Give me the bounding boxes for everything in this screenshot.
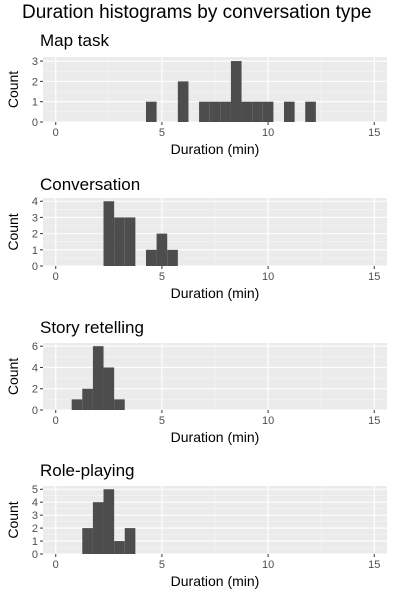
histogram-bar <box>103 201 115 266</box>
x-axis-title: Duration (min) <box>171 285 260 301</box>
histogram-bar <box>103 489 115 554</box>
histogram-bar <box>145 101 157 122</box>
x-tick-label: 5 <box>159 415 165 427</box>
histogram-bar <box>177 81 189 122</box>
histogram-bar <box>92 502 104 554</box>
x-tick-label: 10 <box>262 271 274 283</box>
x-tick-label: 10 <box>262 415 274 427</box>
histogram-bar <box>209 101 221 122</box>
chart-title: Duration histograms by conversation type <box>22 2 372 23</box>
histogram-bar <box>145 249 157 266</box>
y-axis-title: Count <box>5 213 21 250</box>
histogram-bar <box>82 388 93 410</box>
histogram-bar <box>167 249 178 266</box>
y-tick-label: 1 <box>32 97 38 109</box>
panel-title: Conversation <box>40 175 140 194</box>
y-tick-label: 4 <box>32 362 38 374</box>
histogram-bar <box>220 101 231 122</box>
histogram-bar <box>230 61 242 122</box>
y-tick-label: 0 <box>32 261 38 273</box>
panel-title: Map task <box>40 31 109 50</box>
y-tick-label: 2 <box>32 384 38 396</box>
histogram-bar <box>156 233 168 266</box>
histogram-bar <box>114 541 125 554</box>
y-axis-title: Count <box>5 71 21 108</box>
y-tick-label: 3 <box>32 212 38 224</box>
x-tick-label: 10 <box>262 559 274 571</box>
y-tick-label: 2 <box>32 76 38 88</box>
y-tick-label: 4 <box>32 196 38 208</box>
x-tick-label: 5 <box>159 271 165 283</box>
histogram-bar <box>103 367 115 410</box>
histogram-bar <box>114 399 125 410</box>
x-tick-label: 5 <box>159 127 165 139</box>
x-tick-label: 0 <box>53 127 59 139</box>
y-tick-label: 1 <box>32 245 38 257</box>
y-tick-label: 0 <box>32 405 38 417</box>
x-tick-label: 10 <box>262 127 274 139</box>
x-tick-label: 0 <box>53 271 59 283</box>
histogram-bar <box>305 101 316 122</box>
histogram-bar <box>284 101 295 122</box>
x-tick-label: 5 <box>159 559 165 571</box>
x-tick-label: 0 <box>53 415 59 427</box>
y-axis-title: Count <box>5 358 21 395</box>
x-axis-title: Duration (min) <box>171 141 260 157</box>
x-axis-title: Duration (min) <box>171 429 260 445</box>
histogram-bar <box>71 399 83 410</box>
x-axis-title: Duration (min) <box>171 573 260 589</box>
histogram-bar <box>92 346 104 410</box>
x-tick-label: 15 <box>368 559 380 571</box>
y-axis-title: Count <box>5 501 21 538</box>
y-tick-label: 3 <box>32 56 38 68</box>
histogram-bar <box>124 528 136 554</box>
histogram-bar <box>124 217 136 266</box>
histogram-bar <box>114 217 125 266</box>
x-tick-label: 15 <box>368 271 380 283</box>
y-tick-label: 6 <box>32 341 38 353</box>
panel-title: Role-playing <box>40 461 135 480</box>
x-tick-label: 15 <box>368 415 380 427</box>
y-tick-label: 2 <box>32 523 38 535</box>
x-tick-label: 15 <box>368 127 380 139</box>
y-tick-label: 2 <box>32 229 38 241</box>
y-tick-label: 0 <box>32 117 38 129</box>
y-tick-label: 1 <box>32 536 38 548</box>
y-tick-label: 5 <box>32 484 38 496</box>
x-tick-label: 0 <box>53 559 59 571</box>
panel-title: Story retelling <box>40 318 144 337</box>
y-tick-label: 0 <box>32 549 38 561</box>
histogram-bar <box>241 101 253 122</box>
y-tick-label: 3 <box>32 510 38 522</box>
histogram-bar <box>82 528 93 554</box>
histogram-bar <box>199 101 210 122</box>
histogram-bar <box>252 101 263 122</box>
y-tick-label: 4 <box>32 497 38 509</box>
histogram-bar <box>262 101 274 122</box>
